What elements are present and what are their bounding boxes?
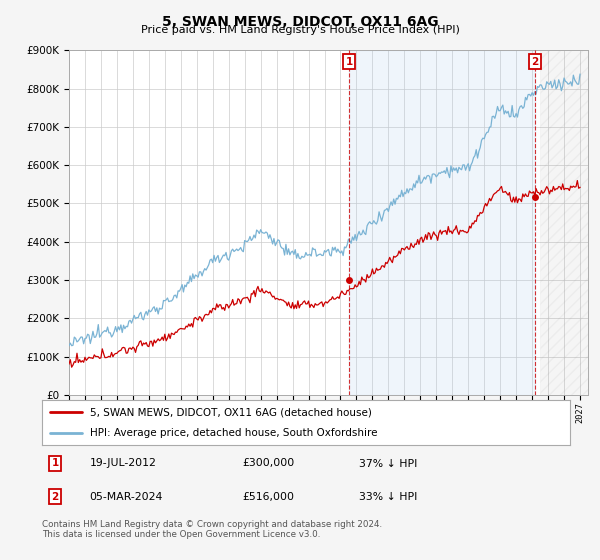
Text: 1: 1: [346, 57, 353, 67]
Text: £516,000: £516,000: [242, 492, 295, 502]
Text: 33% ↓ HPI: 33% ↓ HPI: [359, 492, 417, 502]
Text: HPI: Average price, detached house, South Oxfordshire: HPI: Average price, detached house, Sout…: [89, 428, 377, 438]
Text: 1: 1: [52, 459, 59, 469]
Text: 37% ↓ HPI: 37% ↓ HPI: [359, 459, 417, 469]
Bar: [540, 50, 588, 395]
Text: 2: 2: [52, 492, 59, 502]
Text: 19-JUL-2012: 19-JUL-2012: [89, 459, 157, 469]
Text: 05-MAR-2024: 05-MAR-2024: [89, 492, 163, 502]
Text: £300,000: £300,000: [242, 459, 295, 469]
Text: Price paid vs. HM Land Registry's House Price Index (HPI): Price paid vs. HM Land Registry's House …: [140, 25, 460, 35]
Text: 5, SWAN MEWS, DIDCOT, OX11 6AG (detached house): 5, SWAN MEWS, DIDCOT, OX11 6AG (detached…: [89, 408, 371, 418]
Bar: [349, 50, 535, 395]
Text: Contains HM Land Registry data © Crown copyright and database right 2024.
This d: Contains HM Land Registry data © Crown c…: [42, 520, 382, 539]
Text: 2: 2: [531, 57, 538, 67]
Text: 5, SWAN MEWS, DIDCOT, OX11 6AG: 5, SWAN MEWS, DIDCOT, OX11 6AG: [161, 15, 439, 29]
